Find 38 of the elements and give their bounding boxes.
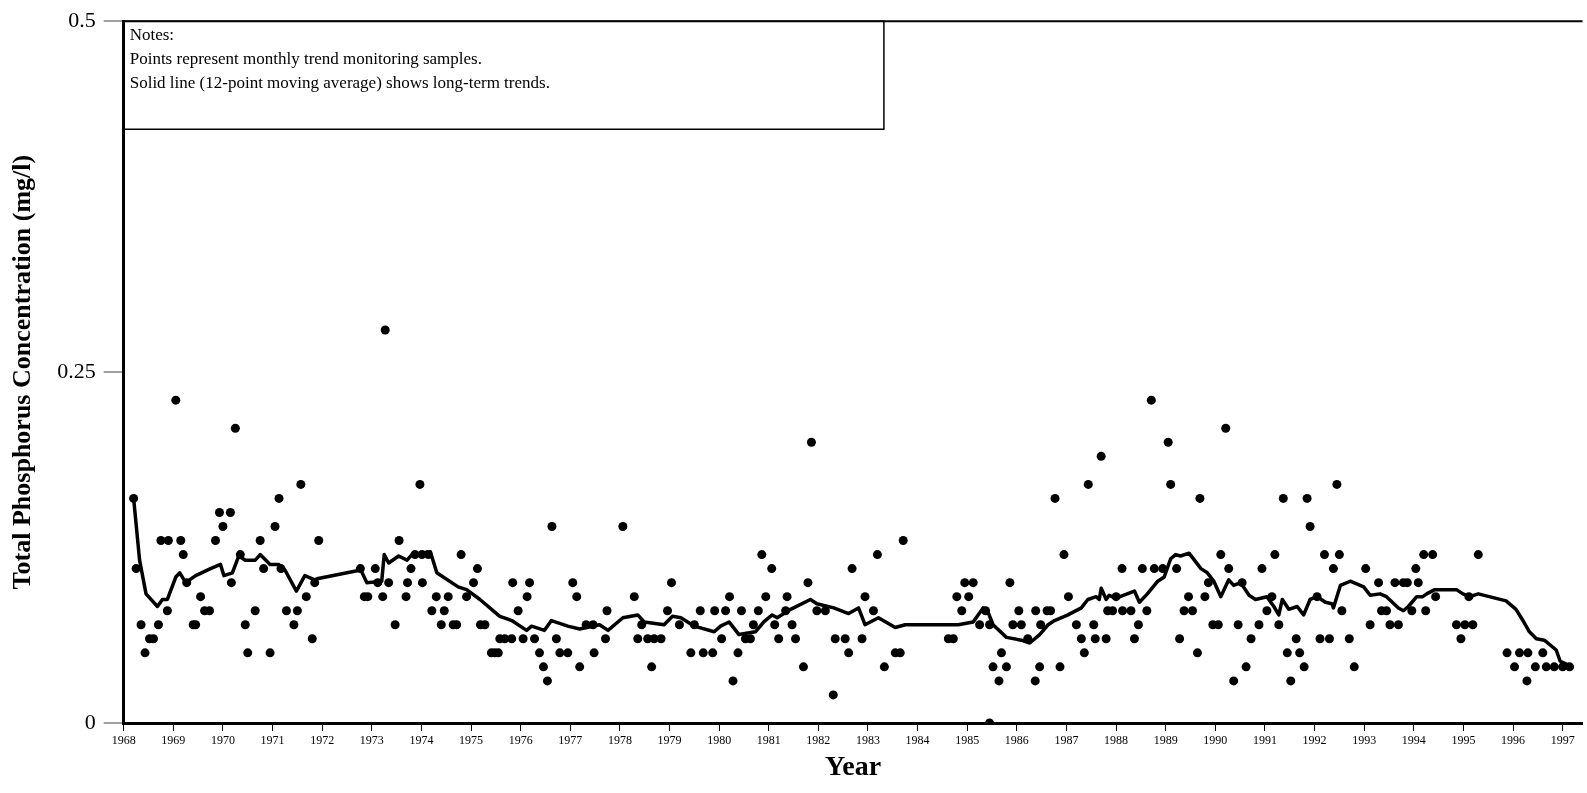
x-tick-label: 1980 xyxy=(707,733,732,748)
x-tick-label: 1993 xyxy=(1352,733,1377,748)
y-tick-label: 0.5 xyxy=(68,6,96,32)
x-tick-label: 1978 xyxy=(607,733,632,748)
y-axis-title: Total Phosphorus Concentration (mg/l) xyxy=(7,154,37,590)
x-tick-label: 1971 xyxy=(260,733,285,748)
x-tick-label: 1982 xyxy=(806,733,831,748)
annotation: Notes: xyxy=(129,25,175,45)
x-tick-label: 1996 xyxy=(1501,733,1526,748)
x-tick-label: 1969 xyxy=(161,733,186,748)
x-tick-label: 1990 xyxy=(1203,733,1228,748)
x-tick-label: 1968 xyxy=(111,733,136,748)
x-tick-label: 1975 xyxy=(459,733,484,748)
x-tick-label: 1987 xyxy=(1054,733,1079,748)
x-tick-label: 1989 xyxy=(1153,733,1178,748)
x-tick-label: 1994 xyxy=(1401,733,1426,748)
x-tick-label: 1972 xyxy=(310,733,335,748)
y-tick-label: 0.25 xyxy=(57,357,96,383)
x-tick-label: 1986 xyxy=(1004,733,1029,748)
x-tick-label: 1983 xyxy=(855,733,880,748)
x-tick-label: 1973 xyxy=(359,733,384,748)
x-tick-label: 1985 xyxy=(955,733,980,748)
x-tick-label: 1991 xyxy=(1252,733,1277,748)
x-tick-label: 1981 xyxy=(756,733,781,748)
annotation: Solid line (12-point moving average) shows long-term trends. xyxy=(129,73,550,93)
x-tick-label: 1970 xyxy=(210,733,235,748)
x-tick-label: 1988 xyxy=(1104,733,1129,748)
x-tick-label: 1977 xyxy=(558,733,583,748)
x-tick-label: 1976 xyxy=(508,733,533,748)
x-tick-label: 1974 xyxy=(409,733,434,748)
x-tick-label: 1984 xyxy=(905,733,930,748)
x-tick-label: 1997 xyxy=(1550,733,1575,748)
x-axis-title: Year xyxy=(825,750,882,782)
x-tick-label: 1992 xyxy=(1302,733,1327,748)
x-tick-label: 1995 xyxy=(1451,733,1476,748)
y-tick-label: 0 xyxy=(84,708,96,734)
x-tick-label: 1979 xyxy=(657,733,682,748)
annotation: Points represent monthly trend monitoring samples. xyxy=(129,49,482,69)
